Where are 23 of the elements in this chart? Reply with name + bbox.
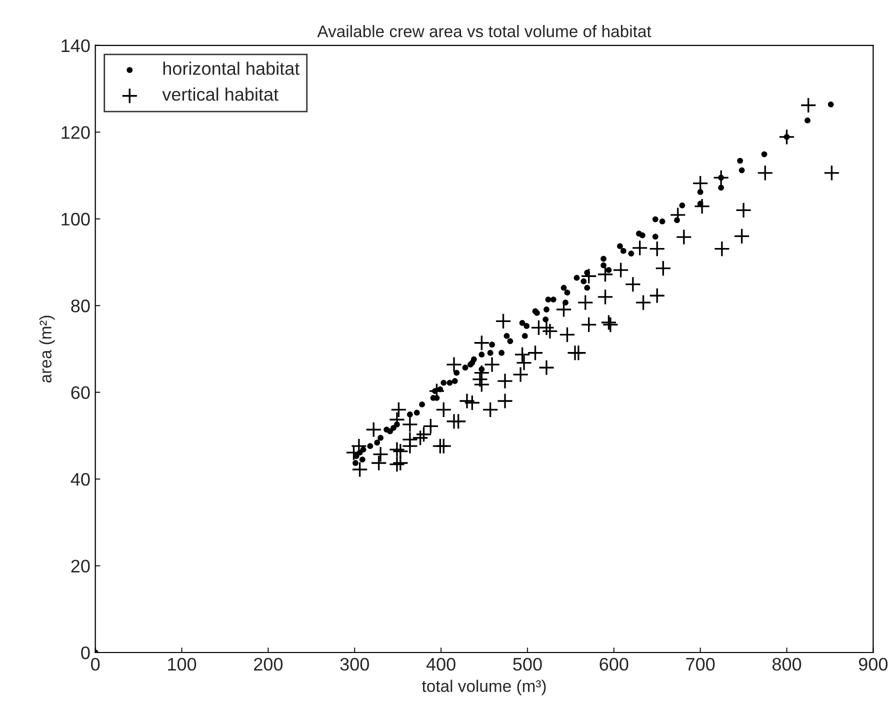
y-tick-label: 20	[71, 560, 90, 572]
y-tick-label: 140	[62, 39, 90, 52]
y-tick-label: 40	[70, 472, 90, 486]
y-axis-title: area (m²)	[39, 316, 55, 383]
x-tick-label: 600	[600, 658, 628, 671]
y-tick-label: 0	[81, 646, 90, 660]
y-tick-label: 80	[71, 300, 90, 312]
legend-label: vertical habitat	[162, 88, 278, 101]
y-tick-label: 60	[71, 386, 90, 400]
y-tick-label: 120	[62, 126, 90, 139]
x-tick-label: 200	[254, 658, 283, 671]
y-tick-label: 100	[62, 212, 90, 226]
x-tick-label: 0	[91, 658, 100, 671]
chart-title: Available crew area vs total volume of habitat	[317, 25, 652, 38]
x-tick-label: 700	[686, 658, 715, 671]
legend-label: horizontal habitat	[163, 62, 300, 75]
x-tick-label: 400	[426, 658, 456, 671]
x-tick-label: 500	[513, 658, 542, 671]
x-tick-label: 300	[340, 658, 369, 671]
x-tick-label: 800	[772, 658, 802, 671]
x-axis-title: total volume (m³)	[422, 680, 546, 696]
x-tick-label: 900	[858, 658, 888, 671]
x-tick-label: 100	[168, 658, 196, 671]
